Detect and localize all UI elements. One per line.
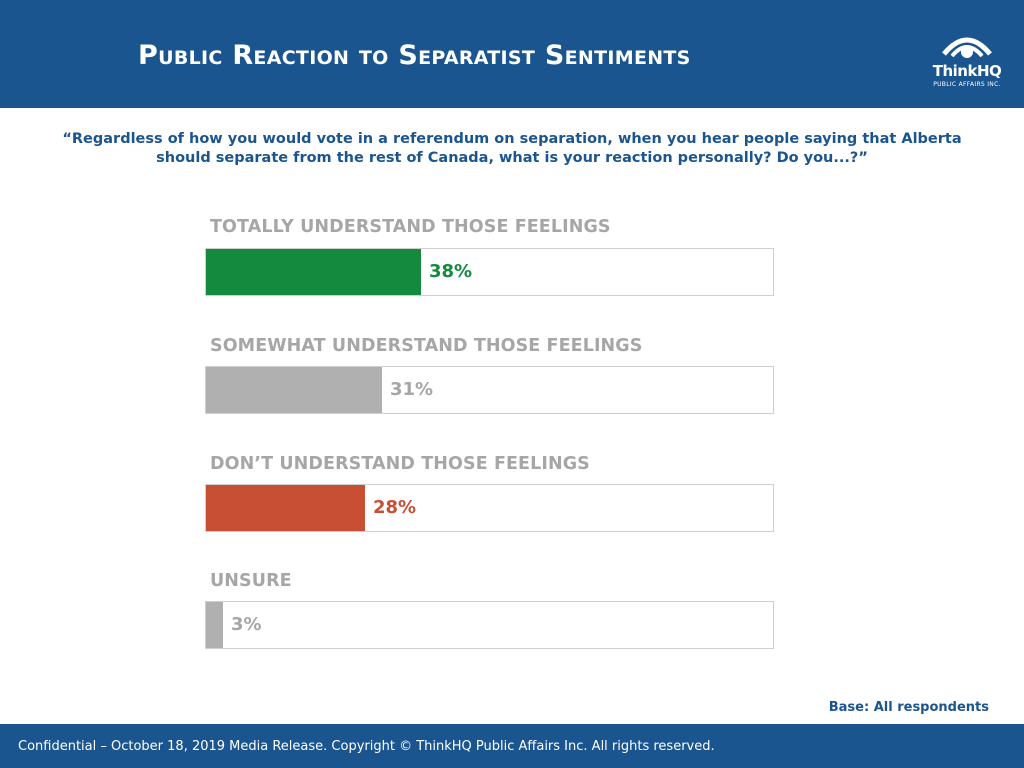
data-label: 28% bbox=[373, 497, 417, 518]
category-label: SOMEWHAT UNDERSTAND THOSE FEELINGS bbox=[210, 336, 643, 356]
bar bbox=[206, 249, 421, 295]
header-bar: Public Reaction to Separatist Sentiments… bbox=[0, 0, 1024, 108]
thinkhq-logo: ThinkHQ PUBLIC AFFAIRS INC. bbox=[922, 32, 1012, 96]
category-label: UNSURE bbox=[210, 571, 292, 591]
bar-track: 3% bbox=[205, 601, 774, 649]
eye-icon bbox=[942, 37, 992, 58]
bar bbox=[206, 485, 365, 531]
data-label: 38% bbox=[429, 261, 473, 282]
bar-track: 28% bbox=[205, 484, 774, 532]
bar-track: 31% bbox=[205, 366, 774, 414]
category-label: TOTALLY UNDERSTAND THOSE FEELINGS bbox=[210, 217, 611, 237]
page-title: Public Reaction to Separatist Sentiments bbox=[138, 40, 691, 71]
survey-question: “Regardless of how you would vote in a r… bbox=[62, 131, 962, 166]
data-label: 31% bbox=[390, 379, 434, 400]
data-label: 3% bbox=[231, 614, 262, 635]
copyright-text: Confidential – October 18, 2019 Media Re… bbox=[18, 739, 715, 754]
footer-bar: Confidential – October 18, 2019 Media Re… bbox=[0, 724, 1024, 768]
bar bbox=[206, 367, 382, 413]
bar-track: 38% bbox=[205, 248, 774, 296]
base-note: Base: All respondents bbox=[828, 700, 989, 715]
category-label: DON’T UNDERSTAND THOSE FEELINGS bbox=[210, 454, 590, 474]
logo-name: ThinkHQ bbox=[932, 62, 1002, 80]
logo-subtitle: PUBLIC AFFAIRS INC. bbox=[933, 81, 1001, 88]
bar bbox=[206, 602, 223, 648]
